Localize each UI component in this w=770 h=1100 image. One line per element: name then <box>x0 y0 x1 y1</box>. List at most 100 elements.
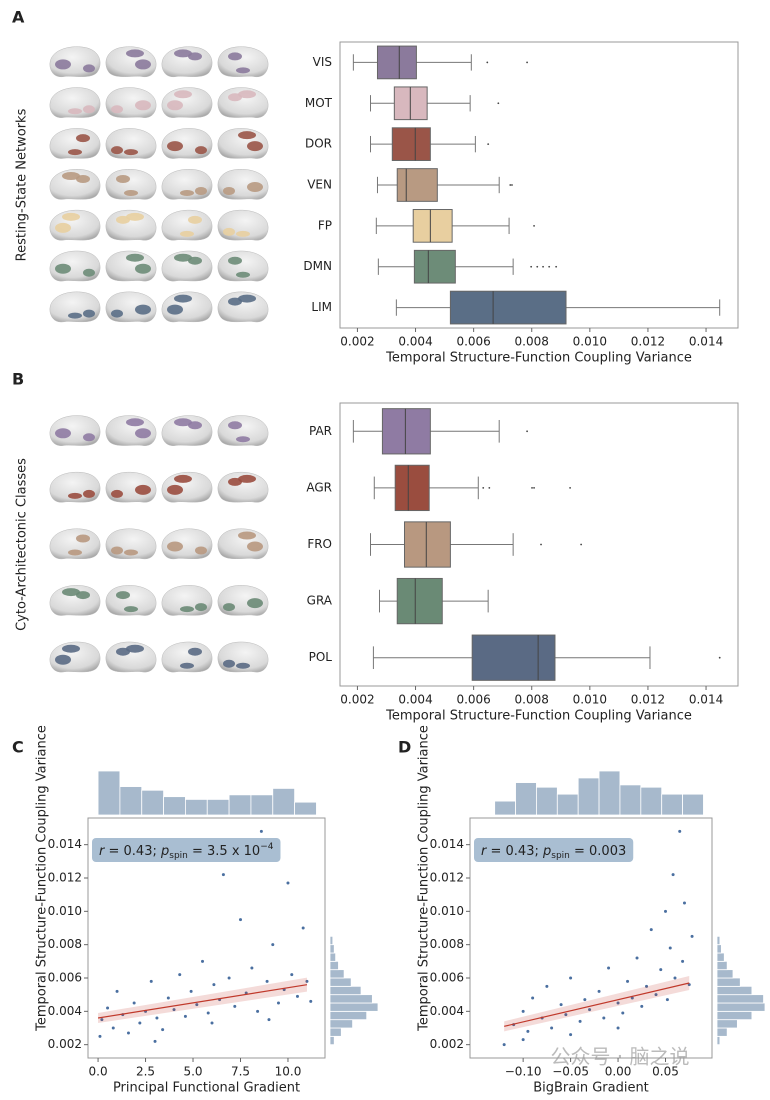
brain-region <box>174 418 192 427</box>
brain-region <box>124 606 138 613</box>
x-tick-label: 0.014 <box>689 693 723 707</box>
histogram-bar <box>716 977 741 987</box>
histogram-bar <box>716 985 753 996</box>
y-tick-label: 0.006 <box>48 971 82 985</box>
histogram-bar <box>716 994 764 1004</box>
x-tick-label: 0.008 <box>515 693 549 707</box>
point <box>626 979 630 983</box>
outlier <box>526 61 528 64</box>
point <box>569 976 573 980</box>
brain-region <box>76 134 90 143</box>
outlier <box>487 143 490 146</box>
brain-region <box>55 263 71 274</box>
point <box>206 1011 210 1015</box>
y-tick-label: 0.006 <box>430 971 464 985</box>
brain-region <box>83 64 95 73</box>
category-label: VEN <box>307 178 332 192</box>
x-tick-label: 0.0 <box>89 1065 108 1079</box>
brain-region <box>126 212 144 221</box>
brain-region <box>126 253 144 262</box>
brain-region <box>223 659 235 668</box>
point <box>673 976 677 980</box>
point <box>290 973 294 977</box>
x-tick-label: −0.05 <box>552 1065 589 1079</box>
plot-frame <box>87 817 326 1059</box>
histogram-bar <box>329 1035 335 1046</box>
point <box>271 943 275 947</box>
point <box>607 966 611 970</box>
brain-region <box>180 190 194 196</box>
outlier <box>548 265 551 268</box>
category-label: VIS <box>313 55 332 69</box>
x-tick-label: 0.00 <box>605 1065 632 1079</box>
y-tick-label: 0.012 <box>430 871 464 885</box>
brain-region <box>195 603 207 612</box>
box <box>449 290 567 325</box>
outlier <box>533 224 535 227</box>
brain-region <box>62 172 80 180</box>
point <box>654 993 658 997</box>
x-tick-label: 0.012 <box>631 693 665 707</box>
box <box>396 577 443 625</box>
category-label: LIM <box>311 300 332 314</box>
histogram-bar <box>329 935 334 946</box>
point <box>659 968 663 972</box>
x-tick-label: 10.0 <box>275 1065 302 1079</box>
panel-label: C <box>12 738 24 757</box>
annotation: r = 0.43; pspin = 0.003 <box>481 844 626 861</box>
brain-region <box>174 294 192 303</box>
brain-region <box>68 108 82 115</box>
histogram-bar <box>577 777 600 816</box>
annotation-part: = 3.5 x 10 <box>188 844 260 859</box>
brain-region <box>55 654 71 665</box>
point <box>227 976 231 980</box>
histogram-bar <box>329 944 335 954</box>
histogram-bar <box>716 935 721 946</box>
histogram-bar <box>329 1002 379 1012</box>
point <box>678 829 682 833</box>
brain-region <box>167 100 183 111</box>
brain-region <box>236 67 250 74</box>
y-tick-label: 0.004 <box>48 1004 82 1018</box>
histogram-bar <box>329 1010 368 1021</box>
point <box>100 1018 104 1022</box>
point <box>640 1004 644 1008</box>
histogram-bar <box>228 794 252 816</box>
point <box>668 946 672 950</box>
point <box>526 1029 530 1033</box>
brain-region <box>124 190 138 196</box>
y-tick-label: 0.014 <box>48 837 82 851</box>
outlier <box>533 487 535 489</box>
outlier <box>580 543 583 546</box>
point <box>201 959 205 963</box>
brain-region <box>238 131 256 140</box>
histogram-bar <box>716 944 722 954</box>
x-tick-label: 0.008 <box>515 335 549 349</box>
plot-frame <box>469 817 713 1059</box>
annotation: r = 0.43; pspin = 3.5 x 10−4 <box>99 842 274 861</box>
brain-region <box>195 146 207 155</box>
outlier <box>530 265 533 268</box>
brain-region <box>236 230 250 237</box>
point <box>597 989 601 993</box>
histogram-bar <box>119 786 143 816</box>
category-label: PAR <box>309 424 332 438</box>
histogram-bar <box>250 794 274 816</box>
point <box>172 1008 176 1012</box>
brain-region <box>195 546 207 555</box>
point <box>550 1026 554 1030</box>
point <box>687 983 691 987</box>
brain-region <box>83 309 95 318</box>
fit-line <box>97 984 308 1019</box>
x-axis-label: BigBrain Gradient <box>533 1081 649 1096</box>
box <box>412 209 453 243</box>
brain-region <box>228 421 242 430</box>
category-label: FP <box>318 218 332 232</box>
brain-region <box>111 146 123 155</box>
point <box>521 1038 525 1042</box>
histogram-bar <box>206 799 230 816</box>
histogram-bar <box>682 793 704 816</box>
brain-region <box>83 489 95 498</box>
point <box>259 829 263 833</box>
brain-region <box>238 90 256 99</box>
